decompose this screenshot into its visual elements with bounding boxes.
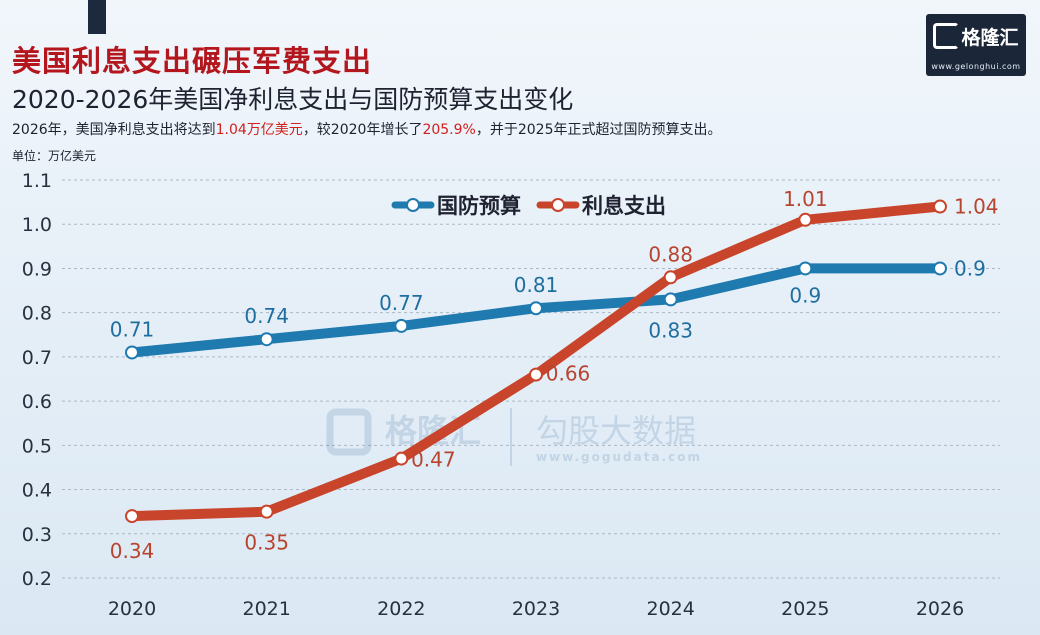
data-label: 0.88 bbox=[648, 242, 693, 266]
watermark-url: www.gogudata.com bbox=[536, 450, 702, 464]
data-point bbox=[798, 261, 813, 276]
data-labels: 0.71 0.74 0.77 0.81 0.83 0.9 0.9 0.34 0.35 0.47 0.… bbox=[110, 187, 999, 563]
data-point bbox=[798, 212, 813, 227]
chart-description: 2026年，美国净利息支出将达到1.04万亿美元，较2020年增长了205.9%… bbox=[12, 122, 722, 138]
data-label: 0.83 bbox=[648, 318, 693, 342]
y-tick-label: 0.8 bbox=[22, 303, 52, 325]
series-lines bbox=[127, 201, 945, 522]
watermark: 格隆汇 勾股大数据 www.gogudata.com bbox=[326, 408, 702, 466]
data-label: 0.81 bbox=[514, 273, 559, 297]
data-point bbox=[933, 199, 947, 214]
data-point bbox=[259, 504, 274, 519]
x-tick-label: 2023 bbox=[512, 598, 560, 620]
y-tick-label: 0.6 bbox=[22, 391, 52, 413]
data-point bbox=[394, 451, 409, 466]
y-axis-ticks: 0.2 0.3 0.4 0.5 0.6 0.7 0.8 0.9 1.0 1.1 bbox=[22, 170, 52, 590]
data-label: 0.66 bbox=[546, 362, 591, 386]
logo-name: 格隆汇 bbox=[961, 27, 1019, 49]
y-tick-label: 1.1 bbox=[22, 170, 52, 192]
unit-label: 单位：万亿美元 bbox=[12, 149, 97, 163]
data-point bbox=[663, 270, 678, 285]
y-tick-label: 0.2 bbox=[22, 568, 52, 590]
data-label: 1.04 bbox=[954, 195, 999, 219]
brand-logo: 格隆汇 www.gelonghui.com bbox=[926, 14, 1026, 76]
data-label: 0.74 bbox=[244, 304, 289, 328]
watermark-brand2: 勾股大数据 bbox=[536, 412, 696, 450]
x-tick-label: 2025 bbox=[781, 598, 829, 620]
data-point bbox=[529, 301, 543, 316]
watermark-g-icon bbox=[326, 408, 372, 456]
legend-marker bbox=[551, 198, 565, 212]
y-tick-label: 0.9 bbox=[22, 258, 52, 280]
data-point bbox=[663, 292, 678, 307]
legend-label: 利息支出 bbox=[582, 194, 666, 218]
data-label: 0.34 bbox=[110, 539, 155, 563]
series-points bbox=[125, 199, 947, 524]
x-tick-label: 2024 bbox=[646, 598, 694, 620]
chart-subtitle: 2020-2026年美国净利息支出与国防预算支出变化 bbox=[12, 85, 574, 114]
data-point bbox=[933, 261, 947, 276]
chart-title: 美国利息支出碾压军费支出 bbox=[12, 44, 373, 78]
data-label: 1.01 bbox=[783, 187, 828, 211]
data-point bbox=[125, 509, 139, 524]
data-label: 0.9 bbox=[954, 256, 986, 280]
top-dark-tab bbox=[88, 0, 106, 34]
x-tick-label: 2022 bbox=[377, 598, 425, 620]
data-point bbox=[125, 345, 139, 360]
y-tick-label: 1.0 bbox=[22, 214, 52, 236]
g-logo-icon bbox=[933, 23, 960, 49]
data-label: 0.47 bbox=[411, 448, 456, 472]
data-point bbox=[259, 332, 274, 347]
data-point bbox=[529, 367, 543, 382]
data-label: 0.71 bbox=[110, 317, 155, 341]
data-label: 0.77 bbox=[379, 291, 424, 315]
logo-url: www.gelonghui.com bbox=[931, 62, 1021, 71]
x-tick-label: 2026 bbox=[916, 598, 964, 620]
legend-label: 国防预算 bbox=[437, 194, 521, 218]
data-label: 0.35 bbox=[244, 531, 289, 555]
series-line-1 bbox=[127, 201, 945, 522]
y-tick-label: 0.4 bbox=[22, 480, 52, 502]
data-label: 0.9 bbox=[789, 283, 821, 307]
y-tick-label: 0.5 bbox=[22, 435, 52, 457]
x-axis-ticks: 2020 2021 2022 2023 2024 2025 2026 bbox=[108, 598, 964, 620]
x-tick-label: 2020 bbox=[108, 598, 156, 620]
y-tick-label: 0.3 bbox=[22, 524, 52, 546]
data-point bbox=[394, 318, 409, 333]
x-tick-label: 2021 bbox=[242, 598, 290, 620]
legend: 国防预算 利息支出 bbox=[391, 194, 666, 218]
legend-marker bbox=[406, 198, 420, 212]
y-tick-label: 0.7 bbox=[22, 347, 52, 369]
